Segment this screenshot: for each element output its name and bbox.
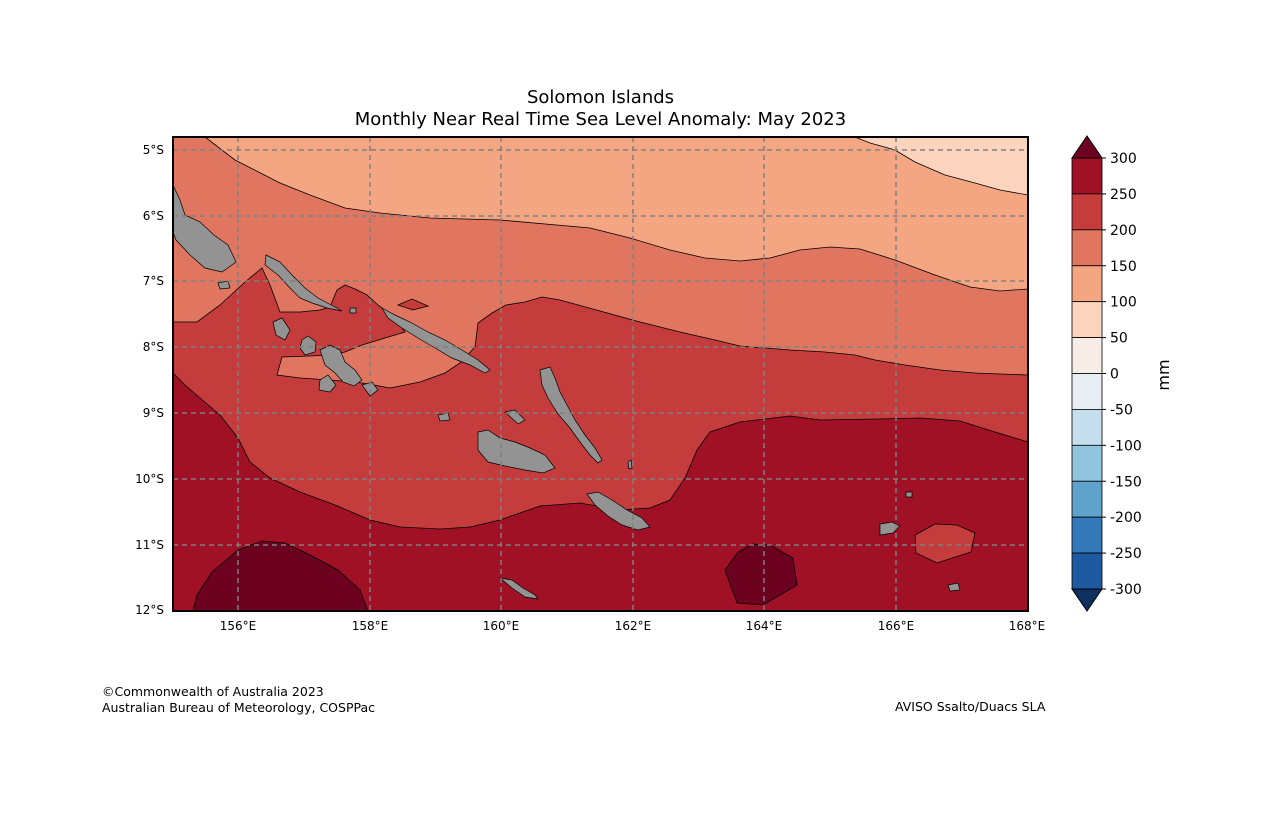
bougainville-land [173, 184, 237, 273]
new-georgia-group-land [319, 344, 363, 387]
small-island-e [627, 459, 633, 470]
malaita-land [539, 366, 603, 464]
lat-label: 8°S [143, 340, 164, 354]
colorbar-tick-label: -300 [1110, 582, 1142, 598]
colorbar-tick-label: 300 [1110, 151, 1137, 167]
contour-band-0-50 [854, 137, 1028, 196]
bureau-line: Australian Bureau of Meteorology, COSPPa… [102, 700, 375, 715]
contour-blob-over-250-west [192, 540, 369, 611]
colorbar-unit-label: mm [1154, 359, 1173, 390]
colorbar-tick-label: 250 [1110, 187, 1137, 203]
colorbar-tick-label: 50 [1110, 331, 1128, 347]
guadalcanal-land [477, 429, 556, 474]
lon-label: 164°E [746, 619, 783, 633]
copyright-credit: ©Commonwealth of Australia 2023 Australi… [102, 684, 375, 716]
lon-label: 166°E [878, 619, 915, 633]
colorbar-swatch [1071, 265, 1103, 303]
colorbar-tick-label: -200 [1110, 510, 1142, 526]
colorbar-swatch [1071, 409, 1103, 446]
colorbar-tick-label: -100 [1110, 438, 1142, 454]
map-title: Solomon Islands [526, 87, 675, 108]
colorbar-swatch [1071, 301, 1103, 338]
small-island-a [217, 280, 231, 290]
colorbar-swatch [1071, 229, 1103, 267]
lat-label: 11°S [135, 538, 164, 552]
colorbar-tick-label: -250 [1110, 546, 1142, 562]
colorbar-tick-label: 150 [1110, 259, 1137, 275]
vanikoro-land [879, 521, 901, 536]
lon-label: 158°E [352, 619, 389, 633]
lat-label: 5°S [143, 143, 164, 157]
land-masses [173, 184, 961, 600]
choiseul-land [264, 254, 343, 312]
colorbar-tick-label: 100 [1110, 295, 1137, 311]
colorbar-tick-label: -50 [1110, 402, 1133, 418]
new-georgia-land [272, 317, 291, 341]
lon-label: 160°E [483, 619, 520, 633]
map-subtitle: Monthly Near Real Time Sea Level Anomaly… [354, 109, 847, 130]
santa-isabel-land [381, 307, 491, 374]
colorbar-tick-label: -150 [1110, 474, 1142, 490]
lat-label: 12°S [135, 603, 164, 617]
lat-label: 9°S [143, 406, 164, 420]
graticule [173, 137, 1028, 611]
lat-label: 10°S [135, 472, 164, 486]
makira-land [586, 491, 651, 531]
colorbar-swatch [1071, 552, 1103, 590]
colorbar-swatch [1071, 337, 1103, 374]
contour-blob-over-250-east [724, 543, 798, 606]
small-island-c [947, 582, 961, 592]
kolombangara-land [299, 335, 317, 356]
colorbar [1071, 135, 1103, 612]
lon-label: 168°E [1009, 619, 1046, 633]
small-island-f [905, 491, 913, 498]
lat-label: 6°S [143, 209, 164, 223]
rennell-land [498, 577, 539, 600]
colorbar-ticks: 300 250 200 150 100 50 0 -50 -100 -150 -200 -250 -30… [1102, 151, 1142, 598]
contour-blob-east-150-200 [914, 523, 976, 564]
colorbar-tick-label: 0 [1110, 367, 1119, 383]
lon-label: 156°E [220, 619, 257, 633]
lon-label: 162°E [615, 619, 652, 633]
longitude-labels: 156°E 158°E 160°E 162°E 164°E 166°E 168°… [220, 619, 1046, 633]
anomaly-contours [173, 137, 1028, 611]
colorbar-swatch [1071, 516, 1103, 554]
colorbar-under-arrow [1071, 588, 1103, 612]
lat-label: 7°S [143, 274, 164, 288]
map-frame [172, 136, 1029, 612]
latitude-labels: 5°S 6°S 7°S 8°S 9°S 10°S 11°S 12°S [135, 143, 164, 617]
data-source-credit: AVISO Ssalto/Duacs SLA [895, 699, 1046, 714]
colorbar-swatch [1071, 193, 1103, 231]
colorbar-swatch [1071, 157, 1103, 195]
colorbar-tick-label: 200 [1110, 223, 1137, 239]
colorbar-over-arrow [1071, 135, 1103, 159]
colorbar-swatch [1071, 373, 1103, 410]
copyright-line: ©Commonwealth of Australia 2023 [102, 684, 324, 699]
contour-blob-150-200 [396, 298, 430, 311]
russell-islands-land [318, 374, 337, 393]
colorbar-swatch [1071, 480, 1103, 518]
colorbar-swatch [1071, 444, 1103, 482]
small-island-d [349, 307, 357, 314]
